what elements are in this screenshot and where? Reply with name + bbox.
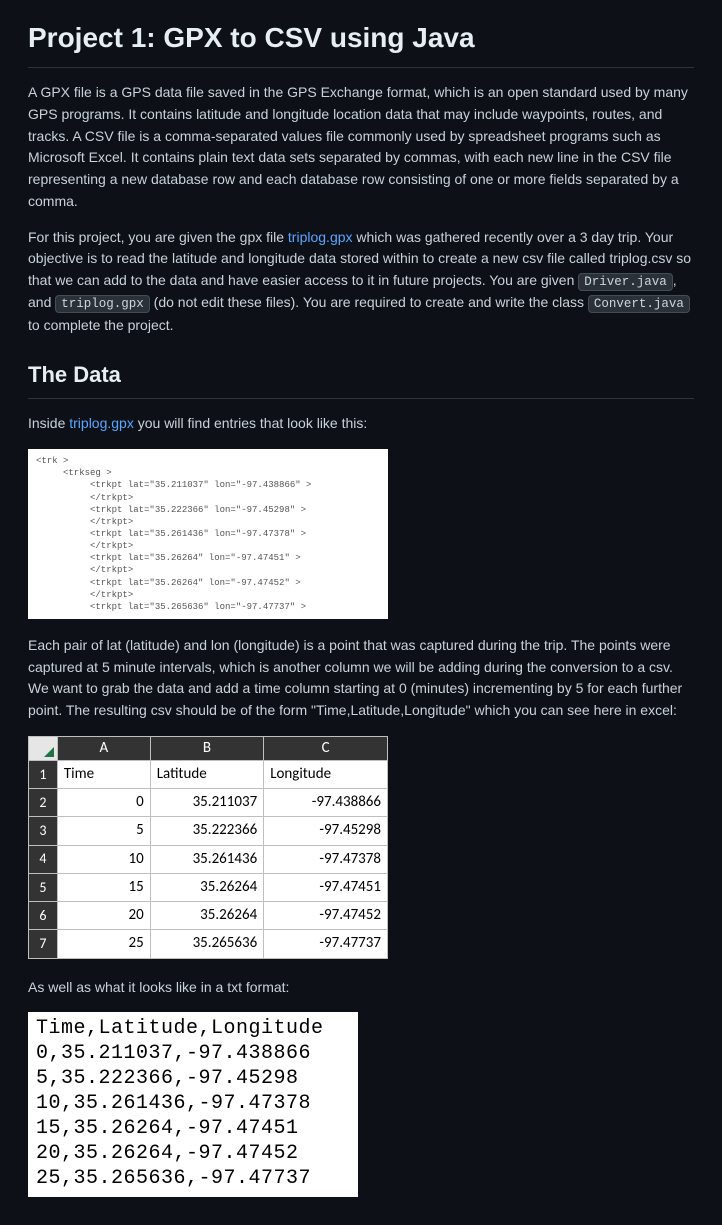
xml-snippet-box: <trk > <trkseg > <trkpt lat="35.211037" … bbox=[28, 449, 388, 619]
page-title: Project 1: GPX to CSV using Java bbox=[28, 16, 694, 68]
excel-cell: 20 bbox=[57, 902, 150, 930]
excel-cell: -97.45298 bbox=[264, 817, 388, 845]
excel-rownum: 3 bbox=[29, 817, 58, 845]
excel-cell: 35.222366 bbox=[150, 817, 263, 845]
excel-cell: 15 bbox=[57, 873, 150, 901]
text: to complete the project. bbox=[28, 317, 174, 333]
excel-rownum: 4 bbox=[29, 845, 58, 873]
excel-cell: -97.47452 bbox=[264, 902, 388, 930]
intro-paragraph-2: For this project, you are given the gpx … bbox=[28, 227, 694, 337]
driver-java-code: Driver.java bbox=[578, 273, 673, 291]
excel-rownum: 2 bbox=[29, 789, 58, 817]
excel-col-a: A bbox=[57, 736, 150, 760]
excel-rownum: 7 bbox=[29, 930, 58, 958]
txt-intro-paragraph: As well as what it looks like in a txt f… bbox=[28, 977, 694, 999]
excel-cell: -97.438866 bbox=[264, 789, 388, 817]
convert-java-code: Convert.java bbox=[588, 295, 690, 313]
txt-snippet-box: Time,Latitude,Longitude 0,35.211037,-97.… bbox=[28, 1012, 358, 1197]
triplog-gpx-code: triplog.gpx bbox=[55, 295, 150, 313]
excel-cell: Latitude bbox=[150, 760, 263, 788]
excel-cell: 35.26264 bbox=[150, 873, 263, 901]
excel-cell: 0 bbox=[57, 789, 150, 817]
text: For this project, you are given the gpx … bbox=[28, 229, 288, 245]
excel-cell: -97.47378 bbox=[264, 845, 388, 873]
excel-corner bbox=[29, 736, 58, 760]
excel-preview-table: A B C 1 Time Latitude Longitude 2 0 35.2… bbox=[28, 736, 388, 959]
excel-cell: 35.265636 bbox=[150, 930, 263, 958]
data-intro-paragraph: Inside triplog.gpx you will find entries… bbox=[28, 413, 694, 435]
excel-cell: 5 bbox=[57, 817, 150, 845]
excel-cell: 25 bbox=[57, 930, 150, 958]
excel-cell: 35.261436 bbox=[150, 845, 263, 873]
excel-cell: -97.47737 bbox=[264, 930, 388, 958]
intro-paragraph-1: A GPX file is a GPS data file saved in t… bbox=[28, 82, 694, 212]
excel-rownum: 1 bbox=[29, 760, 58, 788]
triplog-link-2[interactable]: triplog.gpx bbox=[69, 415, 134, 431]
excel-rownum: 5 bbox=[29, 873, 58, 901]
excel-cell: -97.47451 bbox=[264, 873, 388, 901]
text: (do not edit these files). You are requi… bbox=[150, 294, 588, 310]
data-explain-paragraph: Each pair of lat (latitude) and lon (lon… bbox=[28, 635, 694, 722]
excel-col-b: B bbox=[150, 736, 263, 760]
excel-cell: 35.211037 bbox=[150, 789, 263, 817]
excel-col-c: C bbox=[264, 736, 388, 760]
excel-cell: Time bbox=[57, 760, 150, 788]
text: Inside bbox=[28, 415, 69, 431]
excel-cell: 10 bbox=[57, 845, 150, 873]
section-heading-data: The Data bbox=[28, 358, 694, 399]
excel-cell: 35.26264 bbox=[150, 902, 263, 930]
triplog-link[interactable]: triplog.gpx bbox=[288, 229, 353, 245]
excel-rownum: 6 bbox=[29, 902, 58, 930]
excel-cell: Longitude bbox=[264, 760, 388, 788]
text: you will find entries that look like thi… bbox=[134, 415, 367, 431]
